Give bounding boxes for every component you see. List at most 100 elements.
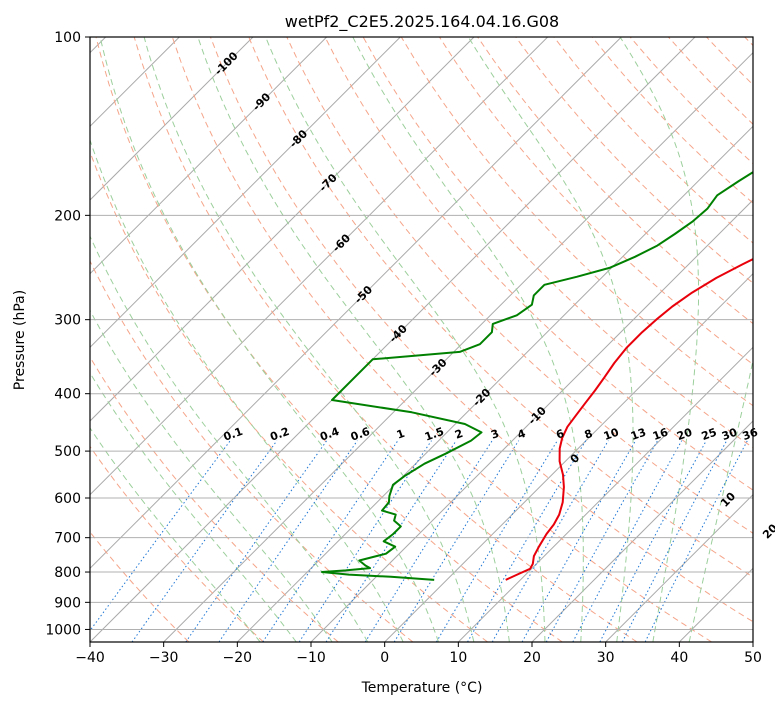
isotherm-line (90, 37, 254, 201)
moist-adiabat-line (467, 37, 634, 642)
moist-adiabat-line (352, 37, 584, 642)
y-tick-label: 600 (54, 491, 81, 507)
x-tick-label: 40 (670, 650, 688, 666)
mixing-ratio-line (435, 440, 558, 642)
x-axis-ticks: −40 −30 −20 −10 0 10 20 30 40 50 (75, 642, 762, 666)
dry-adiabat-line (133, 37, 638, 642)
isotherm-line (310, 199, 753, 642)
dry-adiabat-line (90, 531, 190, 642)
mixing-ratio-line (131, 440, 278, 642)
y-tick-label: 500 (54, 444, 81, 460)
y-tick-label: 800 (54, 565, 81, 581)
x-tick-label: 50 (744, 650, 762, 666)
y-tick-label: 1000 (45, 622, 81, 638)
mixing-ratio-label: 3 (489, 427, 501, 442)
x-tick-label: −40 (75, 650, 105, 666)
mixing-ratio-label: 13 (629, 426, 648, 443)
dry-adiabat-line (90, 259, 414, 642)
isotherm-line (90, 37, 475, 422)
isotherm-line (90, 37, 328, 275)
mixing-ratio-line (218, 440, 358, 642)
y-tick-label: 300 (54, 313, 81, 329)
mixing-ratio-label: 10 (602, 425, 621, 443)
mixing-ratio-line (364, 440, 493, 642)
x-tick-label: −10 (296, 650, 326, 666)
isotherm-line (752, 641, 753, 642)
isotherm-line (531, 420, 753, 642)
dry-adiabat-line (706, 37, 753, 86)
y-tick-label: 900 (54, 595, 81, 611)
isotherm-line (605, 493, 753, 642)
y-tick-label: 200 (54, 208, 81, 224)
y-tick-label: 700 (54, 531, 81, 547)
moist-adiabat-line (197, 37, 510, 642)
chart-title: wetPf2_C2E5.2025.164.04.16.G08 (285, 12, 559, 32)
dry-adiabat-line (324, 37, 753, 491)
mixing-ratio-line (599, 440, 707, 642)
dry-adiabat-label: 10 (718, 490, 738, 510)
mixing-ratio-label: 2 (453, 427, 465, 442)
mixing-ratio-label: 8 (583, 427, 595, 442)
x-tick-label: 30 (597, 650, 615, 666)
mixing-ratio-line (185, 440, 328, 642)
x-tick-label: 0 (380, 650, 389, 666)
moist-adiabat-line (90, 309, 333, 642)
dry-adiabat-line (553, 37, 753, 244)
profile-lines (321, 171, 753, 581)
mixing-ratio-label: 4 (516, 427, 528, 442)
x-tick-label: 10 (449, 650, 467, 666)
isotherm-line (90, 37, 696, 642)
y-tick-label: 400 (54, 387, 81, 403)
dry-adiabat-line (515, 37, 753, 284)
x-tick-label: −30 (149, 650, 179, 666)
mixing-ratio-label: 6 (554, 427, 566, 442)
isotherm-line (90, 37, 549, 496)
dry-adiabat-line (90, 356, 339, 642)
moist-adiabat-line (90, 235, 369, 642)
dry-adiabat-line (210, 37, 753, 623)
dry-adiabat-line (248, 37, 753, 578)
mixing-ratio-label: 25 (700, 426, 719, 443)
mixing-ratio-line (621, 440, 728, 642)
mixing-ratio-line (491, 440, 609, 642)
moist-adiabat-line (90, 427, 261, 642)
moist-adiabat-line (143, 37, 475, 642)
mixing-ratio-label: 0.4 (318, 425, 341, 444)
x-tick-label: 20 (523, 650, 541, 666)
dry-adiabat-line (171, 37, 712, 642)
dry-adiabat-line (90, 445, 264, 642)
mixing-ratio-line (545, 440, 659, 642)
mixing-ratio-label: 1.5 (423, 425, 446, 444)
y-axis-ticks: 100 200 300 400 500 600 700 800 900 1000 (45, 30, 90, 638)
moist-adiabat-line (265, 37, 546, 642)
x-tick-label: −20 (223, 650, 253, 666)
y-axis-label: Pressure (hPa) (12, 290, 28, 390)
dry-adiabat-line (95, 37, 563, 642)
mixing-ratio-label: 0.2 (268, 425, 291, 444)
mixing-ratio-line (90, 440, 231, 632)
mixing-ratio-label: 20 (675, 425, 694, 443)
x-axis-label: Temperature (°C) (361, 680, 483, 696)
moist-adiabat-line (90, 371, 297, 642)
mixing-ratio-line (521, 440, 637, 642)
isotherm-line (163, 51, 753, 642)
moist-adiabat-line (99, 37, 439, 642)
isotherm-line (90, 37, 401, 349)
moist-adiabat-line (90, 138, 404, 642)
mixing-ratio-line (644, 440, 748, 642)
mixing-ratio-line (467, 440, 587, 642)
mixing-ratio-label: 0.6 (349, 425, 372, 444)
moist-adiabat-line (688, 358, 753, 642)
pressure-gridlines (90, 37, 753, 630)
mixing-ratio-line (393, 440, 520, 642)
dry-adiabat-line (90, 150, 488, 642)
isotherm-line (90, 37, 622, 570)
mixing-ratio-label: 16 (651, 425, 670, 443)
dry-adiabat-line (591, 37, 753, 204)
mixing-ratio-label: 1 (395, 427, 407, 442)
mixing-ratio-line (262, 440, 399, 642)
isotherm-line (236, 125, 753, 642)
mixing-ratio-label: 36 (741, 425, 760, 443)
mixing-ratio-line (572, 440, 683, 642)
